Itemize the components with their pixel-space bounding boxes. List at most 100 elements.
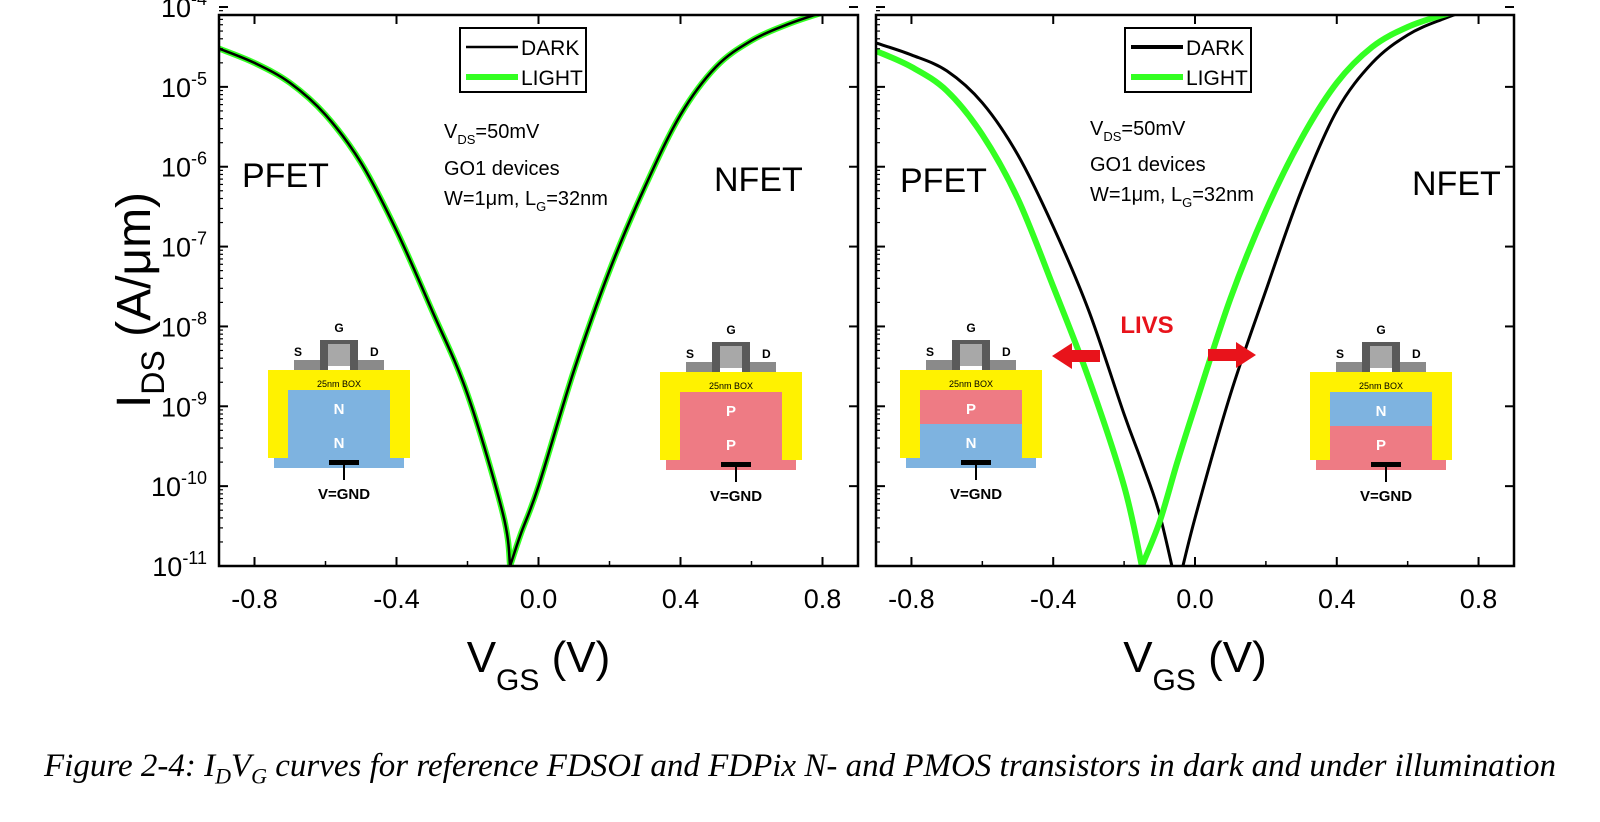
bottom-well-label: N — [966, 435, 977, 452]
plot-area-left: 25nm BOX NN G S D V=GND 25nm BOX PP G S D V=GND -0.8… — [151, 0, 860, 697]
nfet-label-left: NFET — [714, 161, 803, 199]
bottom-well-label: P — [726, 437, 736, 454]
chart-panel-left: 25nm BOX NN G S D V=GND 25nm BOX PP G S D V=GND -0.8… — [151, 0, 860, 697]
source-label: S — [294, 345, 302, 359]
livs-label: LIVS — [1120, 312, 1173, 339]
box-layer — [680, 378, 782, 392]
box-layer — [1330, 378, 1432, 392]
box-label: 25nm BOX — [317, 379, 361, 389]
backgate-contact — [961, 460, 991, 465]
gate-oxide — [328, 366, 350, 370]
gate-oxide — [720, 368, 742, 372]
legend-right: DARK LIGHT — [1124, 27, 1252, 93]
x-tick-label: -0.8 — [231, 584, 278, 614]
backgate-voltage-label: V=GND — [950, 486, 1002, 503]
legend-box — [459, 27, 587, 93]
source-label: S — [686, 347, 694, 361]
y-axis-label: IDS (A/μm) — [108, 192, 171, 408]
device-cross-section-inset: 25nm BOX NN G S D V=GND — [268, 321, 410, 503]
gate-oxide — [1370, 368, 1392, 372]
x-tick-label: -0.8 — [888, 584, 935, 614]
box-label: 25nm BOX — [949, 379, 993, 389]
top-well-label: P — [966, 401, 976, 418]
top-well-label: N — [1376, 403, 1387, 420]
devices-annotation-left: GO1 devices — [444, 158, 560, 180]
y-axis-label-main: I — [108, 395, 161, 408]
drain-label: D — [762, 347, 771, 361]
y-tick-label: 10-9 — [161, 388, 207, 422]
geometry-annotation-right: W=1μm, LG=32nm — [1090, 184, 1254, 210]
top-well-label: P — [726, 403, 736, 420]
pfet-label-right: PFET — [900, 162, 987, 200]
bottom-well-label: N — [334, 435, 345, 452]
y-tick-label: 10-4 — [161, 0, 207, 23]
bottom-well-label: P — [1376, 437, 1386, 454]
series-dark-line — [219, 15, 819, 566]
x-tick-label: 0.8 — [1460, 584, 1498, 614]
series-dark-line — [876, 15, 1459, 566]
drain-label: D — [1002, 345, 1011, 359]
box-layer — [288, 376, 390, 390]
top-well — [920, 390, 1022, 424]
legend-light-label: LIGHT — [1186, 67, 1248, 90]
figure-caption: Figure 2-4: IDVG curves for reference FD… — [44, 748, 1556, 789]
backgate-contact — [1371, 462, 1401, 467]
bottom-well — [920, 424, 1022, 458]
y-tick-label: 10-6 — [161, 149, 207, 183]
livs-arrow-right — [1208, 342, 1256, 368]
x-tick-label: -0.4 — [373, 584, 420, 614]
gate — [328, 344, 350, 366]
x-tick-label: -0.4 — [1030, 584, 1077, 614]
svg-text:IDS (A/μm): IDS (A/μm) — [108, 192, 171, 408]
series-group — [219, 15, 825, 566]
device-cross-section-inset: 25nm BOX NP G S D V=GND — [1310, 323, 1452, 505]
legend-dark-label: DARK — [1186, 37, 1244, 60]
x-tick-label: 0.0 — [520, 584, 558, 614]
top-well — [1330, 392, 1432, 426]
legend-dark-label: DARK — [521, 37, 579, 60]
x-axis-label: VGS (V) — [467, 633, 611, 697]
y-tick-label: 10-5 — [161, 69, 207, 103]
bottom-well — [680, 426, 782, 460]
source-label: S — [926, 345, 934, 359]
bottom-well — [288, 424, 390, 458]
gate-label: G — [726, 323, 735, 337]
top-well — [288, 390, 390, 424]
devices-annotation-right: GO1 devices — [1090, 154, 1206, 176]
gate — [720, 346, 742, 368]
legend-box — [1124, 27, 1252, 93]
top-well — [680, 392, 782, 426]
backgate-voltage-label: V=GND — [318, 486, 370, 503]
top-well-label: N — [334, 401, 345, 418]
device-cross-section-inset: 25nm BOX PN G S D V=GND — [900, 321, 1042, 503]
y-tick-label: 10-8 — [161, 308, 207, 342]
drain-label: D — [1412, 347, 1421, 361]
livs-arrow-left — [1052, 343, 1100, 369]
gate-label: G — [334, 321, 343, 335]
x-tick-label: 0.4 — [1318, 584, 1356, 614]
legend-left: DARK LIGHT — [459, 27, 587, 93]
gate — [960, 344, 982, 366]
pfet-label-left: PFET — [242, 157, 329, 195]
nfet-label-right: NFET — [1412, 165, 1501, 203]
y-tick-label: 10-11 — [152, 548, 207, 582]
legend-light-label: LIGHT — [521, 67, 583, 90]
backgate-voltage-label: V=GND — [1360, 488, 1412, 505]
device-cross-section-inset: 25nm BOX PP G S D V=GND — [660, 323, 802, 505]
gate — [1370, 346, 1392, 368]
gate-label: G — [966, 321, 975, 335]
geometry-annotation-left: W=1μm, LG=32nm — [444, 188, 608, 214]
backgate-contact — [329, 460, 359, 465]
vds-annotation-left: VDS=50mV — [444, 121, 540, 147]
drain-label: D — [370, 345, 379, 359]
y-tick-label: 10-10 — [151, 468, 207, 502]
bottom-well — [1330, 426, 1432, 460]
box-label: 25nm BOX — [709, 381, 753, 391]
x-tick-label: 0.8 — [804, 584, 842, 614]
y-axis-label-unit: (A/μm) — [108, 192, 161, 350]
backgate-voltage-label: V=GND — [710, 488, 762, 505]
x-tick-label: 0.4 — [662, 584, 700, 614]
